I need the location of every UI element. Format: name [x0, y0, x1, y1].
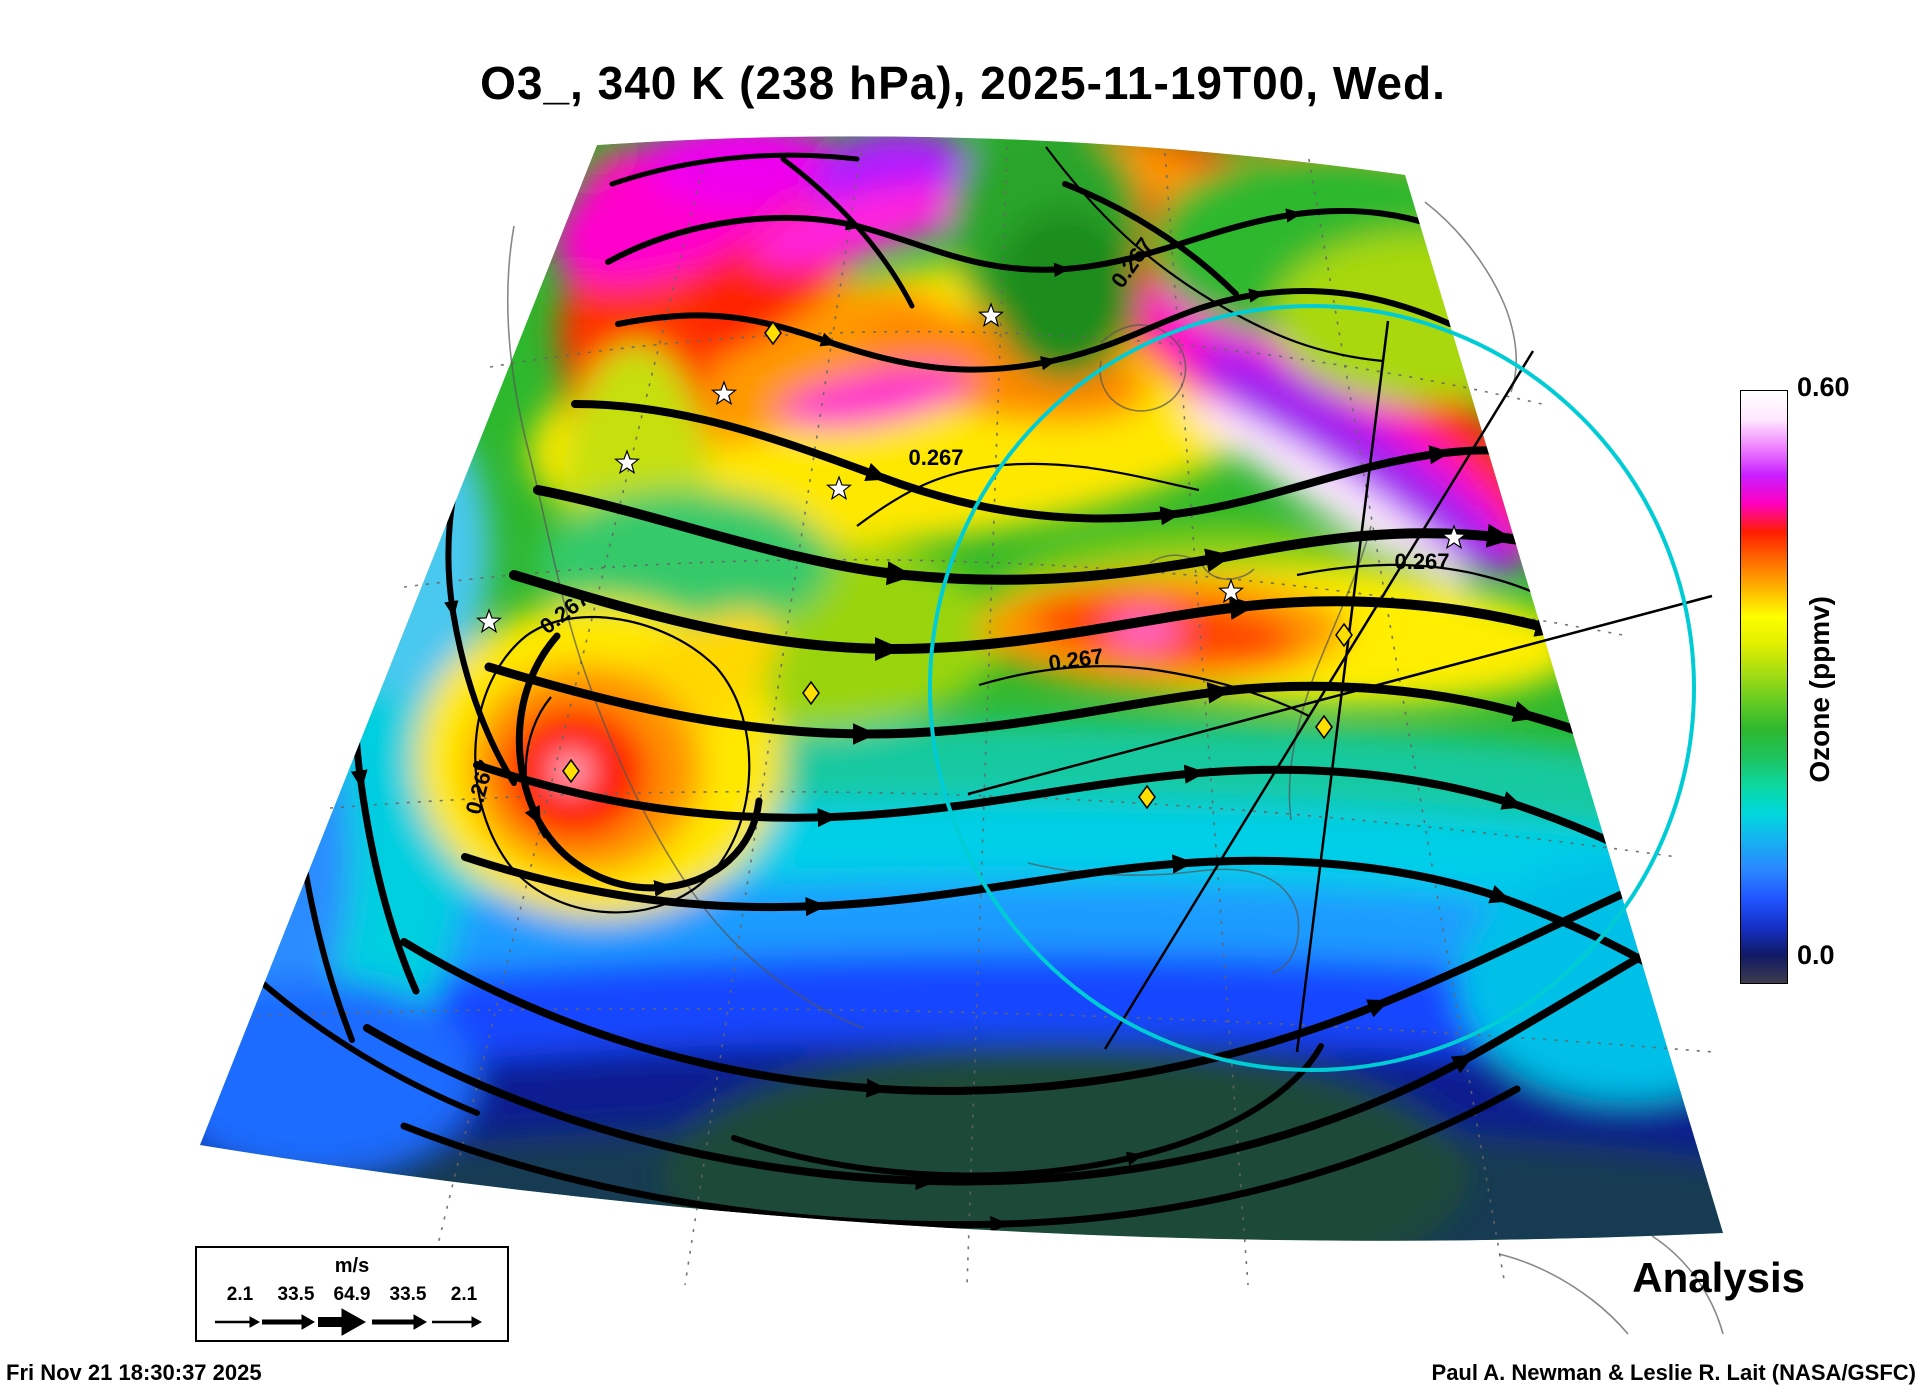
streamline: [780, 156, 915, 309]
streamline: [1062, 181, 1239, 297]
diamond-marker: [562, 758, 580, 784]
colorbar: [1740, 390, 1788, 984]
diamond-marker: [1138, 784, 1156, 810]
streamline: [461, 853, 1678, 983]
graticule-line: [684, 152, 862, 1286]
star-markers: [475, 302, 1468, 634]
colorbar-max-label: 0.60: [1797, 372, 1850, 402]
diamond-markers: [562, 320, 1353, 810]
wind-legend-value: 33.5: [278, 1284, 315, 1305]
streamline: [248, 970, 480, 1116]
range-ring: [928, 304, 1696, 1072]
streamline: [515, 632, 763, 897]
colorbar-gradient: [1741, 391, 1787, 983]
star-marker: [710, 380, 738, 406]
ozone-field: [200, 136, 1723, 1241]
star-marker: [825, 475, 853, 501]
cross-section-line: [1295, 320, 1390, 1053]
star-marker: [613, 449, 641, 475]
diamond-marker: [764, 320, 782, 346]
streamline: [484, 662, 1712, 794]
streamline: [731, 1043, 1324, 1179]
coastline: [733, 941, 864, 1029]
footer-timestamp: Fri Nov 21 18:30:37 2025: [6, 1360, 262, 1385]
wind-scale-arrow: [215, 1308, 483, 1336]
star-marker: [1440, 524, 1468, 550]
wind-legend-value: 2.1: [451, 1284, 478, 1305]
wind-legend-value: 33.5: [390, 1284, 427, 1305]
streamline: [400, 1085, 1521, 1233]
contour-label: 0.267: [908, 445, 963, 470]
wind-legend-units: m/s: [335, 1255, 369, 1277]
colorbar-axis-label: Ozone (ppmv): [1804, 596, 1835, 783]
streamline: [363, 920, 1705, 1191]
colorbar-min-label: 0.0: [1797, 940, 1835, 970]
graticule-line: [256, 1007, 1714, 1053]
streamline: [605, 207, 1459, 277]
streamline: [609, 152, 860, 187]
star-marker: [1217, 578, 1245, 604]
diamond-marker: [1315, 714, 1333, 740]
diamond-marker: [802, 680, 820, 706]
star-marker: [475, 608, 503, 634]
plot-title: O3_, 340 K (238 hPa), 2025-11-19T00, Wed…: [480, 57, 1446, 109]
wind-speed-legend: m/s 2.1 33.5 64.9 33.5 2.1: [195, 1246, 509, 1342]
cross-section-lines: [967, 320, 1713, 1053]
contour-line: [474, 616, 751, 914]
wind-legend-value: 64.9: [334, 1284, 371, 1305]
streamline: [473, 761, 1693, 887]
contour-label: 0.267: [1394, 549, 1449, 574]
wind-legend-value: 2.1: [227, 1284, 254, 1305]
footer-credit: Paul A. Newman & Leslie R. Lait (NASA/GS…: [1431, 1360, 1916, 1385]
star-marker: [977, 302, 1005, 328]
cross-section-line: [967, 594, 1713, 796]
analysis-label: Analysis: [1632, 1254, 1805, 1301]
coastline: [1498, 1235, 1724, 1335]
streamline: [571, 400, 1632, 526]
streamline: [245, 682, 262, 902]
wind-streamlines: [245, 152, 1718, 1233]
diamond-marker: [1335, 622, 1353, 648]
